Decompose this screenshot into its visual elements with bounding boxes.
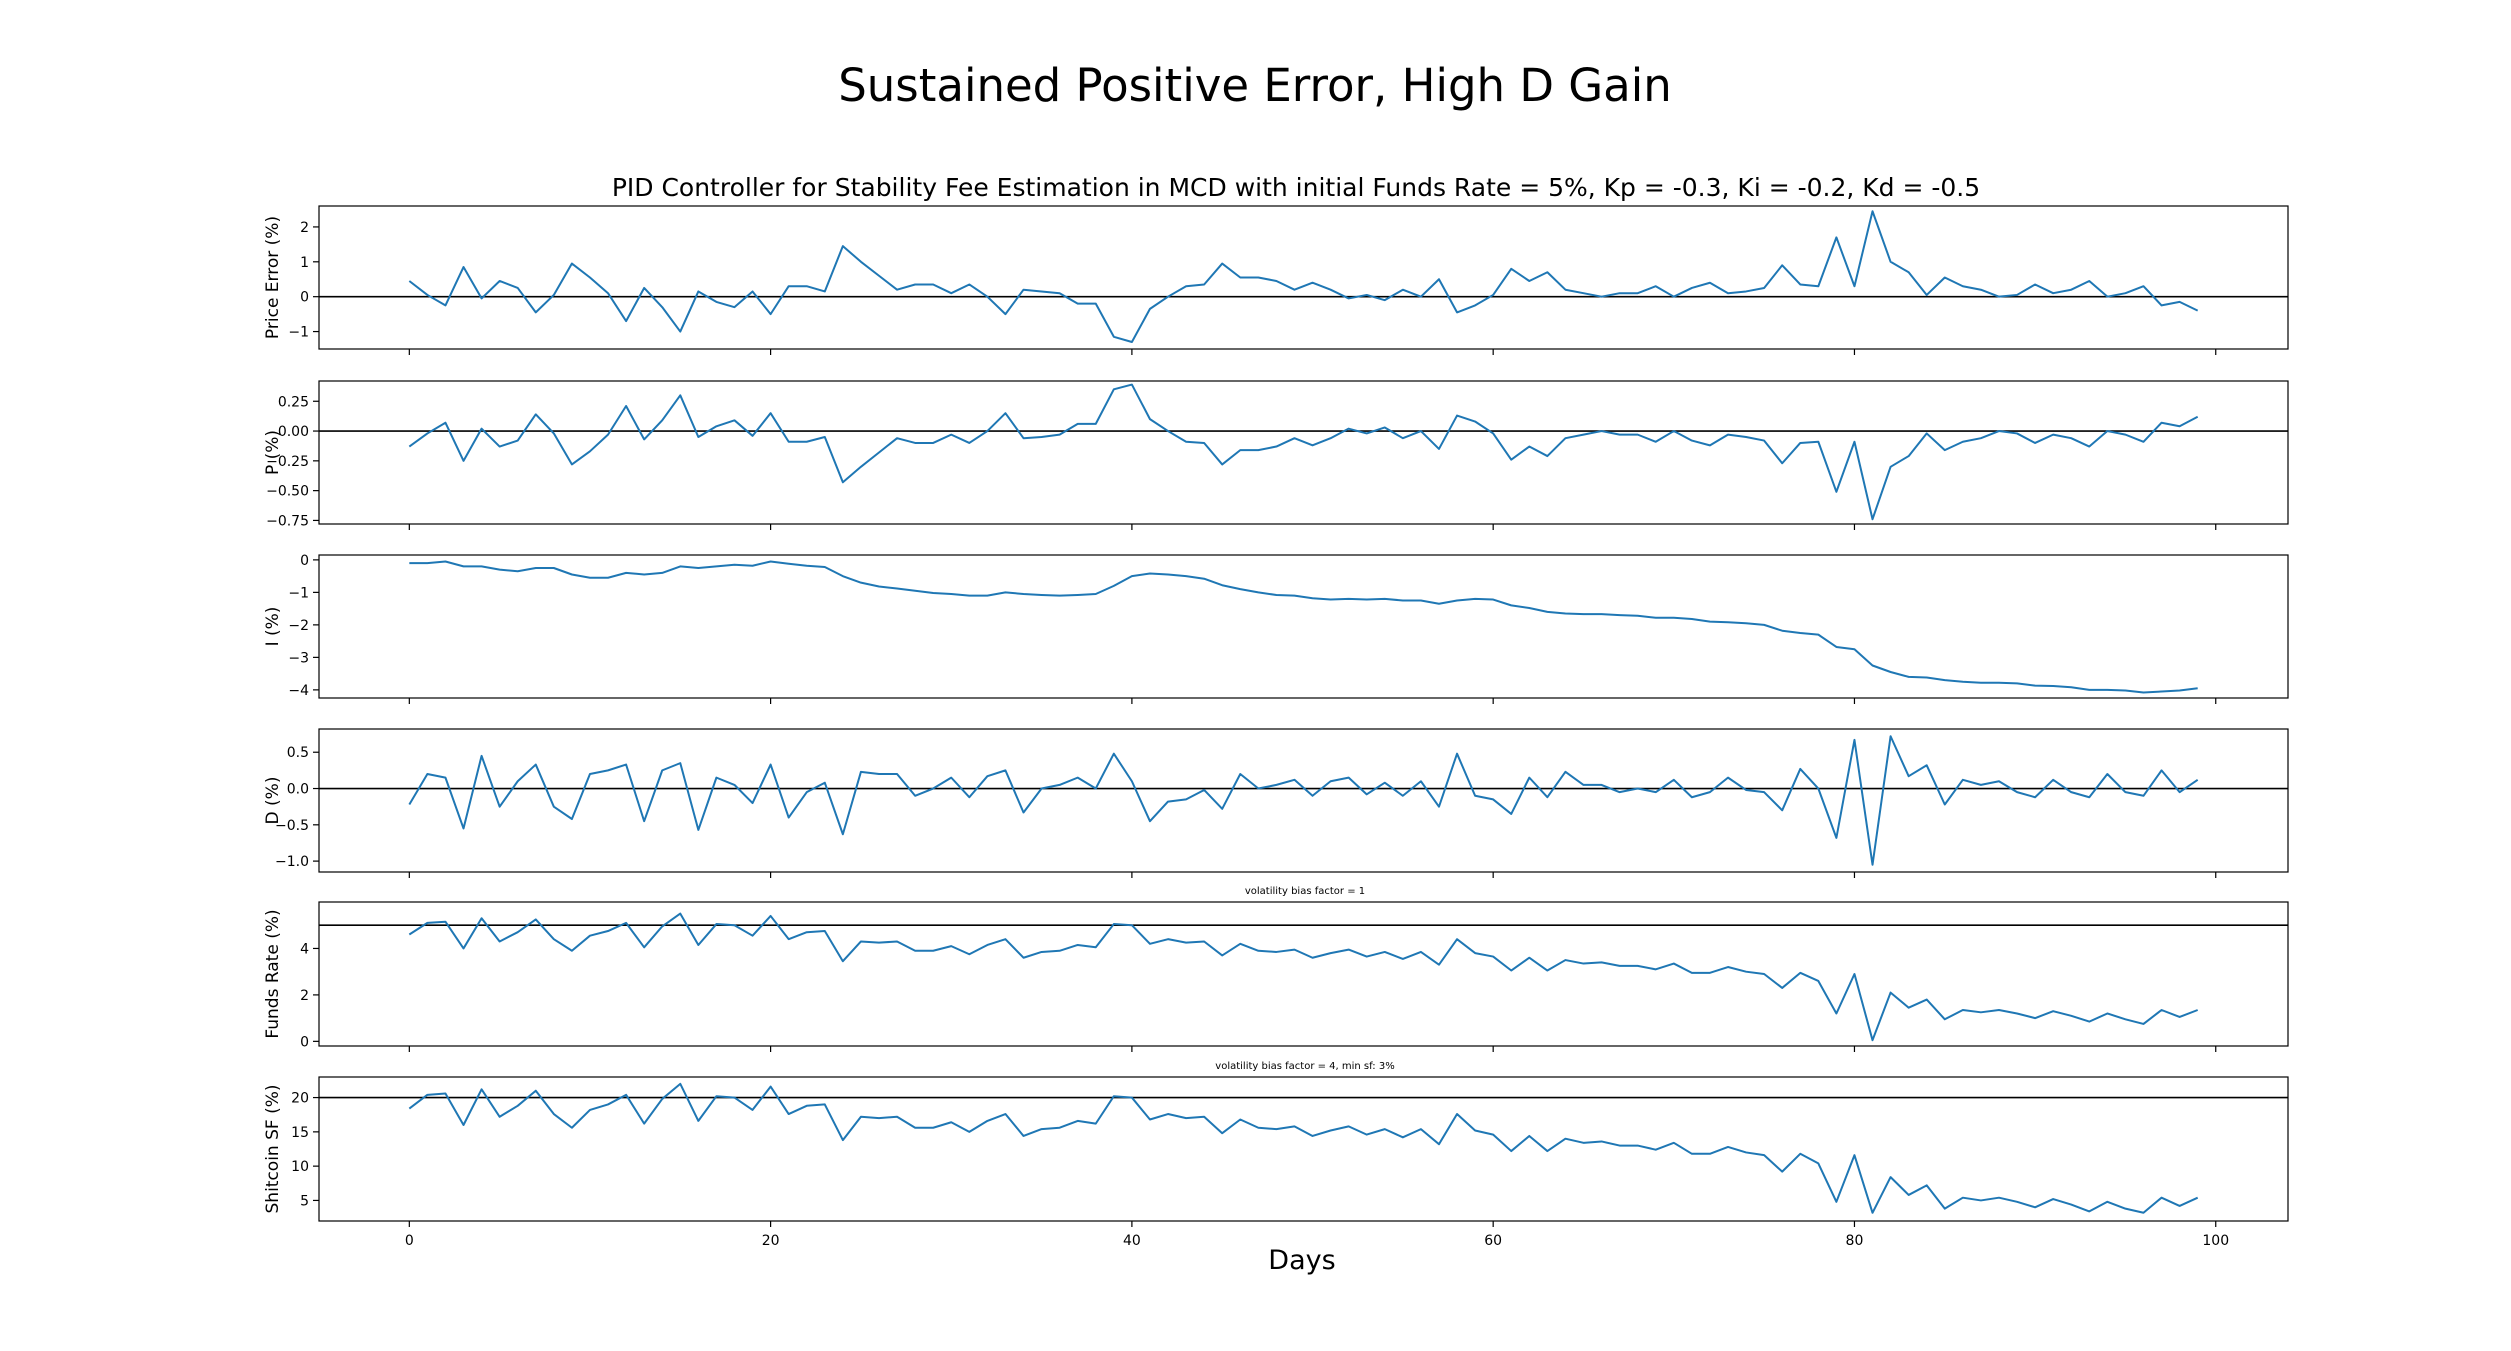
y-axis-label: Price Error (%) [263,216,283,339]
y-axis-label: Funds Rate (%) [263,909,283,1038]
y-tick-label: 0 [300,290,309,306]
y-axis-label: Shitcoin SF (%) [263,1085,283,1214]
x-tick-label: 40 [1123,1233,1141,1249]
x-tick-label: 20 [762,1233,780,1249]
x-tick-label: 60 [1484,1233,1502,1249]
x-tick-label: 80 [1846,1233,1864,1249]
subplot-3: −4 −3 −2 −1 0 I (%) [263,553,2289,704]
y-tick-label: 0.25 [278,394,309,410]
subplot-title: PID Controller for Stability Fee Estimat… [612,173,1980,202]
series-line [408,383,2199,521]
figure-suptitle: Sustained Positive Error, High D Gain [838,59,1672,112]
series-line [408,1082,2199,1214]
y-tick-label: −0.5 [275,818,309,834]
y-tick-label: 0.5 [287,745,309,761]
y-tick-label: 2 [300,988,309,1004]
y-tick-label: 20 [291,1091,309,1107]
series-line [408,735,2199,866]
axes-frame [318,728,2289,873]
y-axis-label: D (%) [263,777,283,825]
axes-frame [318,1076,2289,1222]
series-line [409,560,2198,694]
y-tick-label: 5 [300,1193,309,1209]
subplot-5: 0 2 4 Funds Rate (%) volatility bias factor … [263,886,2289,1052]
x-tick-label: 0 [405,1233,414,1249]
axes-frame [318,554,2289,699]
axes-frame [318,380,2289,525]
y-tick-label: −0.50 [266,484,309,500]
y-tick-label: 4 [300,941,309,957]
y-tick-label: 0.00 [278,424,309,440]
y-tick-label: −0.25 [266,454,309,470]
y-tick-label: 2 [300,220,309,236]
y-tick-label: 10 [291,1159,309,1175]
y-tick-label: 15 [291,1125,309,1141]
y-axis-label: I (%) [263,607,283,647]
y-tick-label: 1 [300,255,309,271]
y-tick-label: 0 [300,1034,309,1050]
subplot-4: −1.0 −0.5 0.0 0.5D (%) [263,728,2289,878]
subplot-6: 5 10 15 20 0 20 40 60 80 100 Shitcoin SF (%) volati… [263,1061,2289,1249]
y-tick-label: −2 [288,618,309,634]
y-tick-label: −1.0 [275,854,309,870]
y-tick-label: −0.75 [266,513,309,529]
y-tick-label: −4 [288,683,309,699]
subplot-1: −1 0 1 2 Price Error (%) [263,205,2289,355]
y-tick-label: −3 [288,650,309,666]
y-tick-label: −1 [288,585,309,601]
axes-frame [318,901,2289,1047]
panel-annotation: volatility bias factor = 4, min sf: 3% [1215,1061,1394,1072]
y-tick-label: 0 [300,553,309,569]
panel-annotation: volatility bias factor = 1 [1245,886,1365,897]
y-tick-label: 0.0 [287,782,309,798]
series-line [408,912,2199,1042]
subplot-2: −0.75 −0.50 −0.25 0.00 0.25 P (%) [263,380,2289,530]
y-tick-label: −1 [288,325,309,341]
axes-frame [318,205,2289,350]
y-axis-label: P (%) [263,430,283,475]
x-tick-label: 100 [2202,1233,2229,1249]
series-line [408,210,2199,344]
x-axis-label: Days [1268,1245,1335,1276]
